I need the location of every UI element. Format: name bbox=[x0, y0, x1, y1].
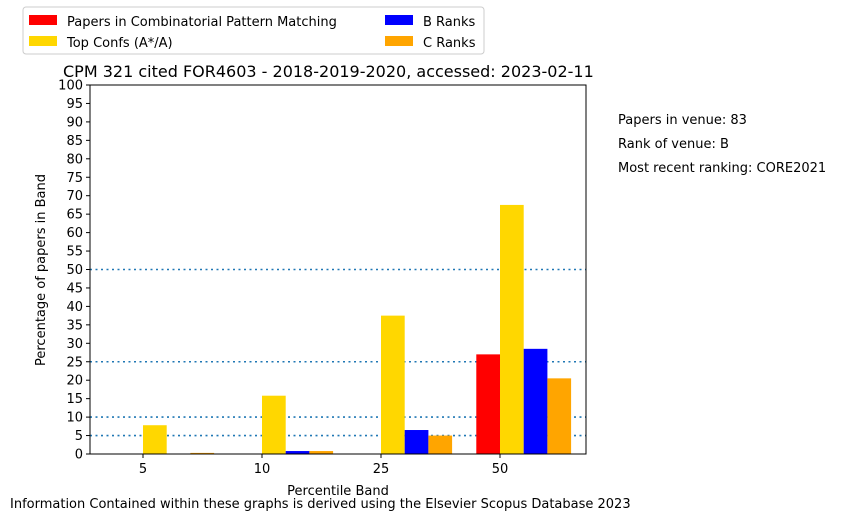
y-tick-label: 80 bbox=[66, 152, 83, 167]
bar-top-confs-a-a--25 bbox=[381, 315, 405, 454]
legend-frame bbox=[22, 6, 485, 55]
y-tick-label: 20 bbox=[66, 374, 83, 389]
y-axis-label: Percentage of papers in Band bbox=[34, 174, 49, 366]
x-tick-label: 10 bbox=[254, 462, 271, 477]
legend-swatch-top bbox=[29, 36, 57, 46]
legend-swatch-cpm bbox=[29, 15, 57, 25]
y-tick-label: 60 bbox=[66, 226, 83, 241]
chart-title: CPM 321 cited FOR4603 - 2018-2019-2020, … bbox=[63, 62, 594, 81]
info-rank: Rank of venue: B bbox=[618, 137, 729, 152]
y-tick-label: 15 bbox=[66, 392, 83, 407]
info-papers: Papers in venue: 83 bbox=[618, 113, 747, 128]
y-tick-label: 5 bbox=[75, 429, 83, 444]
x-tick-label: 25 bbox=[373, 462, 390, 477]
legend-swatch-b bbox=[385, 15, 413, 25]
y-tick-label: 40 bbox=[66, 300, 83, 315]
bar-c-ranks-5 bbox=[190, 452, 215, 454]
legend-label-c: C Ranks bbox=[423, 36, 476, 51]
x-axis: 5 10 25 50 bbox=[139, 454, 508, 477]
y-tick-label: 10 bbox=[66, 411, 83, 426]
bar-papers-in-combinatorial-pattern-matching-50 bbox=[476, 354, 500, 454]
y-tick-label: 0 bbox=[75, 448, 83, 463]
y-tick-label: 65 bbox=[66, 208, 83, 223]
y-axis: 0 5 10 15 20 25 30 35 40 45 50 55 60 65 70 75 80 85 90 95 10… bbox=[58, 79, 90, 463]
info-recent: Most recent ranking: CORE2021 bbox=[618, 161, 826, 176]
y-tick-label: 75 bbox=[66, 171, 83, 186]
x-tick-label: 5 bbox=[139, 462, 147, 477]
legend-label-top: Top Confs (A*/A) bbox=[66, 36, 173, 51]
y-tick-label: 90 bbox=[66, 115, 83, 130]
legend-label-cpm: Papers in Combinatorial Pattern Matching bbox=[67, 15, 337, 30]
bar-c-ranks-25 bbox=[428, 435, 453, 454]
y-tick-label: 85 bbox=[66, 134, 83, 149]
y-tick-label: 70 bbox=[66, 189, 83, 204]
plot-frame bbox=[89, 84, 587, 455]
bar-b-ranks-10 bbox=[285, 451, 310, 454]
y-tick-label: 25 bbox=[66, 355, 83, 370]
x-tick-label: 50 bbox=[492, 462, 509, 477]
y-tick-label: 55 bbox=[66, 245, 83, 260]
bar-top-confs-a-a--5 bbox=[143, 425, 167, 454]
bar-top-confs-a-a--50 bbox=[500, 204, 524, 454]
bar-b-ranks-50 bbox=[523, 348, 548, 454]
bar-c-ranks-10 bbox=[309, 451, 334, 454]
legend-swatch-c bbox=[385, 36, 413, 46]
legend-label-b: B Ranks bbox=[423, 15, 476, 30]
y-tick-label: 45 bbox=[66, 281, 83, 296]
bars bbox=[143, 204, 572, 454]
footer-note: Information Contained within these graph… bbox=[10, 497, 631, 512]
bar-b-ranks-25 bbox=[404, 430, 429, 454]
bar-c-ranks-50 bbox=[547, 378, 572, 454]
x-axis-label: Percentile Band bbox=[287, 484, 389, 499]
y-tick-label: 50 bbox=[66, 263, 83, 278]
bar-top-confs-a-a--10 bbox=[262, 395, 286, 454]
y-tick-label: 100 bbox=[58, 79, 83, 94]
legend: Papers in Combinatorial Pattern Matching… bbox=[22, 6, 485, 55]
y-tick-label: 35 bbox=[66, 318, 83, 333]
y-tick-label: 30 bbox=[66, 337, 83, 352]
y-tick-label: 95 bbox=[66, 97, 83, 112]
